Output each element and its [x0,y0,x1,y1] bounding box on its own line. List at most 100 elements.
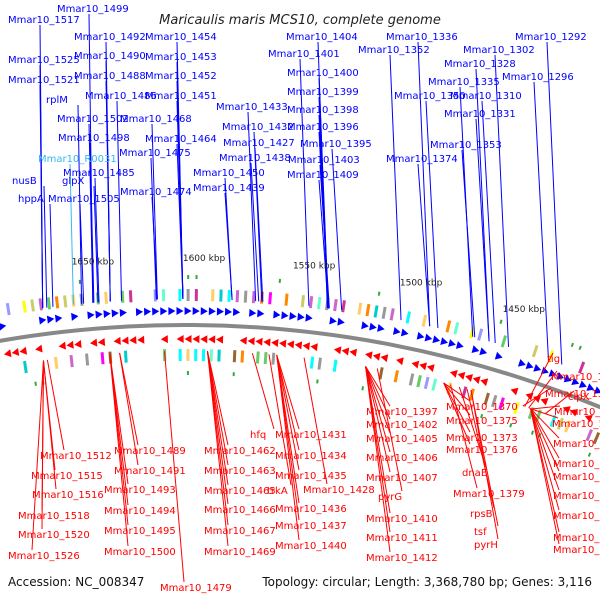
gene-label-reverse[interactable]: Mmar10_1512 [40,451,112,462]
gene-label-forward[interactable]: Mmar10_1439 [193,183,265,194]
gene-label-forward[interactable]: Mmar10_1296 [502,72,574,83]
gene-label-reverse[interactable]: Mmar10_1405 [366,434,438,445]
gene-label-reverse[interactable]: Mmar10_1370 [446,402,518,413]
gene-label-reverse[interactable]: Mmar10_1516 [32,490,104,501]
gene-label-forward[interactable]: Mmar10_1350 [394,91,466,102]
gene-label-reverse[interactable]: Mmar10_1520 [18,530,90,541]
gene-label-reverse[interactable]: Mmar10_1428 [303,485,375,496]
gene-label-forward[interactable]: Mmar10_1453 [145,52,217,63]
gene-label-reverse[interactable]: Mmar10_1406 [366,453,438,464]
gene-label-reverse[interactable]: Mmar10_1397 [366,407,438,418]
gene-label-forward[interactable]: Mmar10_R0031 [38,154,117,165]
gene-label-reverse[interactable]: Mmar10_1493 [104,485,176,496]
gene-label-forward[interactable]: Mmar10_1488 [74,71,146,82]
gene-label-reverse[interactable]: Mmar10_1494 [104,506,176,517]
gene-label-forward[interactable]: Mmar10_1451 [145,91,217,102]
gene-label-forward[interactable]: Mmar10_1396 [287,122,359,133]
gene-label-forward[interactable]: Mmar10_1335 [428,77,500,88]
gene-label-forward[interactable]: glpX [62,176,84,187]
gene-label-reverse[interactable]: Mmar10_1338 [551,372,600,383]
gene-label-forward[interactable]: Mmar10_1505 [48,194,120,205]
gene-label-reverse[interactable]: pyrH [474,540,498,551]
gene-label-reverse[interactable]: trkA [267,486,288,497]
gene-label-reverse[interactable]: Mmar10_1411 [366,533,438,544]
gene-label-reverse[interactable]: clpX [568,392,590,403]
gene-label-reverse[interactable]: Mmar10_1357 [545,389,600,400]
gene-label-forward[interactable]: Mmar10_1352 [358,45,430,56]
gene-label-reverse[interactable]: Mmar10_1347 [552,419,600,430]
gene-label-reverse[interactable]: Mmar10_1515 [31,471,103,482]
gene-label-forward[interactable]: Mmar10_1485 [63,168,135,179]
gene-label-reverse[interactable]: Mmar10_1373 [446,433,518,444]
gene-label-reverse[interactable]: Mmar10_1440 [275,541,347,552]
gene-label-forward[interactable]: Mmar10_1438 [219,153,291,164]
gene-label-forward[interactable]: Mmar10_1404 [286,32,358,43]
gene-label-forward[interactable]: Mmar10_1310 [450,91,522,102]
gene-label-reverse[interactable]: Mmar10_1462 [204,446,276,457]
gene-label-reverse[interactable]: Mmar10_1360 [553,533,600,544]
gene-label-forward[interactable]: Mmar10_1328 [444,59,516,70]
gene-label-reverse[interactable]: Mmar10_1466 [204,505,276,516]
gene-label-reverse[interactable]: Mmar10_1479 [160,583,232,594]
gene-label-forward[interactable]: Mmar10_1498 [58,133,130,144]
gene-label-reverse[interactable]: Mmar10_1376 [446,445,518,456]
gene-label-reverse[interactable]: Mmar10_1526 [8,551,80,562]
gene-label-reverse[interactable]: Mmar10_1495 [104,526,176,537]
gene-label-reverse[interactable]: Mmar10_1344 [554,407,600,418]
gene-label-forward[interactable]: Mmar10_1454 [145,32,217,43]
gene-label-reverse[interactable]: Mmar10_1375 [446,416,518,427]
gene-label-forward[interactable]: Mmar10_1398 [287,105,359,116]
gene-label-forward[interactable]: Mmar10_1521 [8,75,80,86]
gene-label-forward[interactable]: Mmar10_1433 [216,102,288,113]
gene-label-reverse[interactable]: Mmar10_1407 [366,473,438,484]
gene-label-reverse[interactable]: Mmar10_1402 [366,420,438,431]
gene-label-forward[interactable]: Mmar10_1499 [57,4,129,15]
gene-label-reverse[interactable]: Mmar10_1355 [553,491,600,502]
gene-label-reverse[interactable]: Mmar10_1410 [366,514,438,525]
gene-label-forward[interactable]: Mmar10_1331 [444,109,516,120]
gene-label-forward[interactable]: Mmar10_1302 [463,45,535,56]
gene-label-reverse[interactable]: Mmar10_1465 [204,486,276,497]
gene-label-forward[interactable]: Mmar10_1374 [386,154,458,165]
gene-label-reverse[interactable]: Mmar10_1463 [204,466,276,477]
gene-label-reverse[interactable]: tig [547,354,560,365]
gene-label-forward[interactable]: Mmar10_1502 [57,114,129,125]
gene-label-reverse[interactable]: Mmar10_1351 [553,459,600,470]
gene-label-reverse[interactable]: Mmar10_1489 [114,446,186,457]
gene-label-forward[interactable]: Mmar10_1401 [268,49,340,60]
gene-label-forward[interactable]: Mmar10_1403 [288,155,360,166]
gene-label-forward[interactable]: Mmar10_1525 [8,55,80,66]
gene-label-reverse[interactable]: Mmar10_1467 [204,526,276,537]
gene-label-reverse[interactable]: Mmar10_1412 [366,553,438,564]
gene-label-reverse[interactable]: Mmar10_1437 [275,521,347,532]
gene-label-forward[interactable]: nusB [12,176,37,187]
gene-label-forward[interactable]: Mmar10_1486 [85,91,157,102]
gene-label-reverse[interactable]: dnaE [462,468,487,479]
gene-label-forward[interactable]: Mmar10_1292 [515,32,587,43]
gene-label-reverse[interactable]: Mmar10_1358 [553,511,600,522]
gene-label-forward[interactable]: Mmar10_1399 [287,87,359,98]
gene-label-reverse[interactable]: Mmar10_1348 [553,439,600,450]
gene-label-reverse[interactable]: hfq [250,430,266,441]
gene-label-reverse[interactable]: tsf [474,527,487,538]
gene-label-forward[interactable]: rplM [46,95,68,106]
gene-label-reverse[interactable]: Mmar10_1354 [553,472,600,483]
gene-label-reverse[interactable]: rpsB [470,509,493,520]
gene-label-reverse[interactable]: Mmar10_1436 [275,504,347,515]
gene-label-forward[interactable]: Mmar10_1336 [386,32,458,43]
gene-label-forward[interactable]: Mmar10_1400 [287,68,359,79]
gene-label-reverse[interactable]: Mmar10_1500 [104,547,176,558]
gene-label-reverse[interactable]: Mmar10_1431 [275,430,347,441]
gene-label-reverse[interactable]: Mmar10_1469 [204,547,276,558]
gene-label-reverse[interactable]: Mmar10_1379 [453,489,525,500]
gene-label-forward[interactable]: Mmar10_1409 [287,170,359,181]
gene-label-reverse[interactable]: Mmar10_1518 [18,511,90,522]
gene-label-reverse[interactable]: Mmar10_1435 [275,471,347,482]
gene-label-forward[interactable]: Mmar10_1474 [120,187,192,198]
gene-label-reverse[interactable]: Mmar10_1362 [553,545,600,556]
gene-label-reverse[interactable]: Mmar10_1491 [114,466,186,477]
gene-label-forward[interactable]: Mmar10_1427 [223,138,295,149]
gene-label-forward[interactable]: Mmar10_1475 [119,148,191,159]
gene-label-forward[interactable]: Mmar10_1517 [8,15,80,26]
gene-label-forward[interactable]: Mmar10_1432 [222,122,294,133]
